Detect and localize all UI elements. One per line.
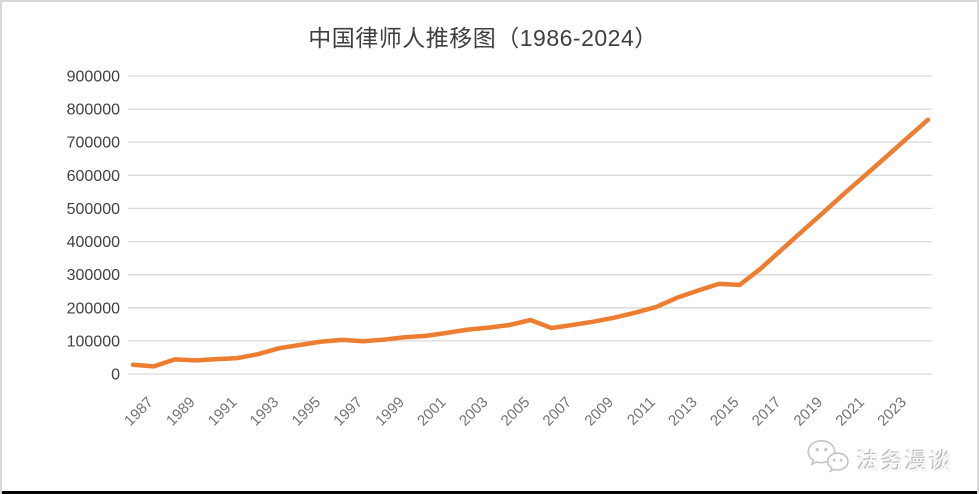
x-axis-label: 1987: [121, 394, 157, 430]
x-axis-label: 1995: [289, 394, 325, 430]
watermark-text: 法务漫谈: [856, 448, 953, 474]
x-axis-label: 2009: [581, 394, 617, 430]
x-axis-label: 2003: [456, 394, 492, 430]
y-axis-label: 800000: [67, 102, 120, 119]
x-axis-label: 2001: [414, 394, 450, 430]
x-axis-label: 2011: [624, 394, 659, 429]
x-axis-label: 2015: [707, 394, 743, 430]
x-axis-label: 1991: [205, 394, 241, 430]
x-axis-label: 2019: [791, 394, 827, 430]
y-axis-label: 700000: [67, 135, 120, 152]
chart-title: 中国律师人推移图（1986-2024）: [308, 25, 658, 51]
bottom-border-bar: [2, 491, 977, 494]
x-axis-label: 2021: [832, 394, 868, 430]
x-axis-label: 1999: [372, 394, 408, 430]
y-axis-label: 600000: [67, 168, 120, 185]
x-axis-label: 2017: [749, 394, 785, 430]
trend-line: [130, 117, 931, 369]
y-axis-label: 200000: [67, 300, 120, 317]
x-axis-label: 2005: [498, 394, 534, 430]
x-axis-label: 2013: [665, 394, 701, 430]
y-axis-label: 400000: [67, 234, 120, 251]
x-axis-label: 2023: [874, 394, 910, 430]
x-axis-label: 2007: [540, 394, 576, 430]
y-axis-label: 300000: [67, 267, 120, 284]
y-axis-label: 900000: [67, 69, 120, 86]
x-axis-label: 1989: [163, 394, 199, 430]
y-axis-label: 100000: [67, 333, 120, 350]
wechat-icon: [806, 438, 850, 481]
x-axis-label: 1993: [247, 394, 283, 430]
y-axis-label: 500000: [67, 201, 120, 218]
watermark: 法务漫谈: [806, 438, 953, 481]
x-axis-label: 1997: [330, 394, 366, 430]
y-axis-label: 0: [111, 367, 120, 384]
